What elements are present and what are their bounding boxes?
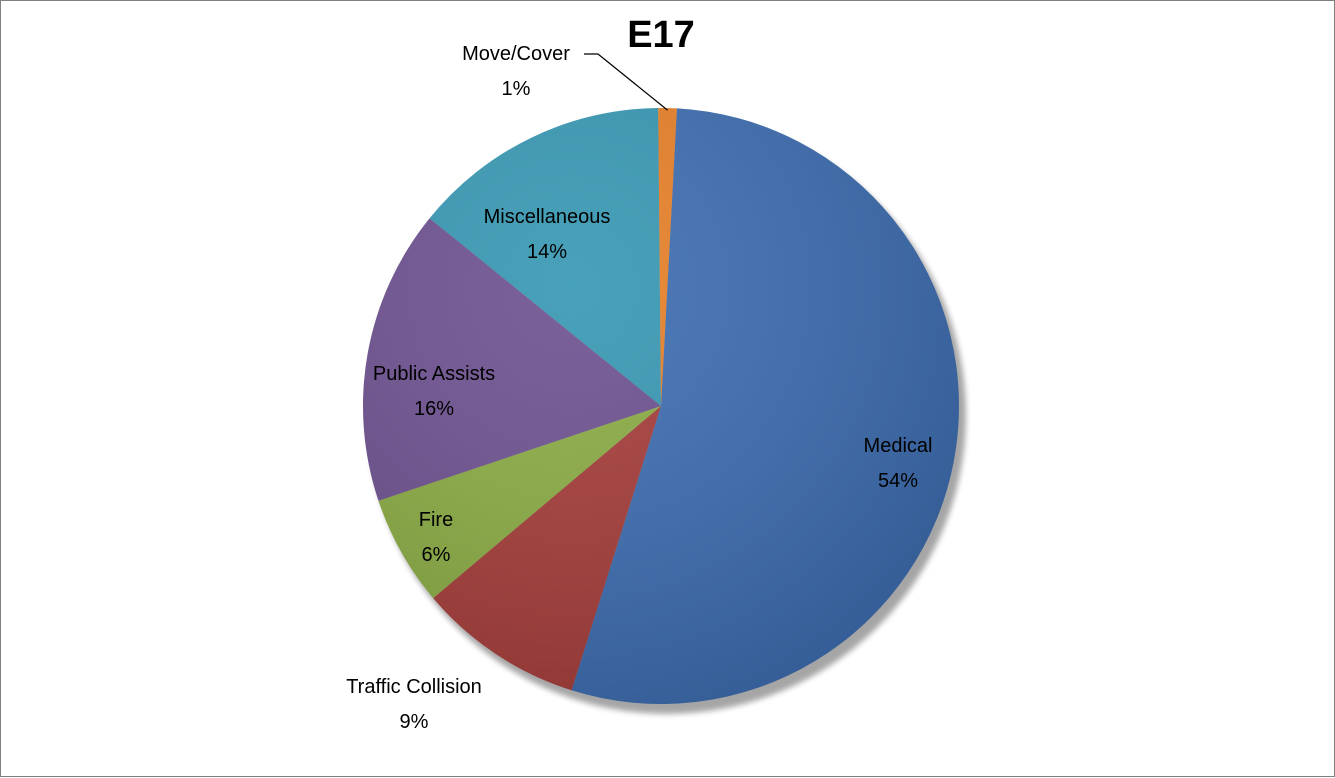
slice-label-move-cover: Move/Cover 1%: [462, 43, 570, 100]
slice-label-traffic-collision: Traffic Collision 9%: [346, 676, 482, 733]
slice-label-public-assists: Public Assists 16%: [373, 363, 495, 420]
slice-label-fire: Fire 6%: [419, 509, 453, 566]
leader-line-move-cover: [584, 53, 668, 111]
slice-label-miscellaneous: Miscellaneous 14%: [484, 206, 611, 263]
chart-title: E17: [627, 14, 695, 56]
slice-label-medical: Medical 54%: [864, 435, 933, 492]
